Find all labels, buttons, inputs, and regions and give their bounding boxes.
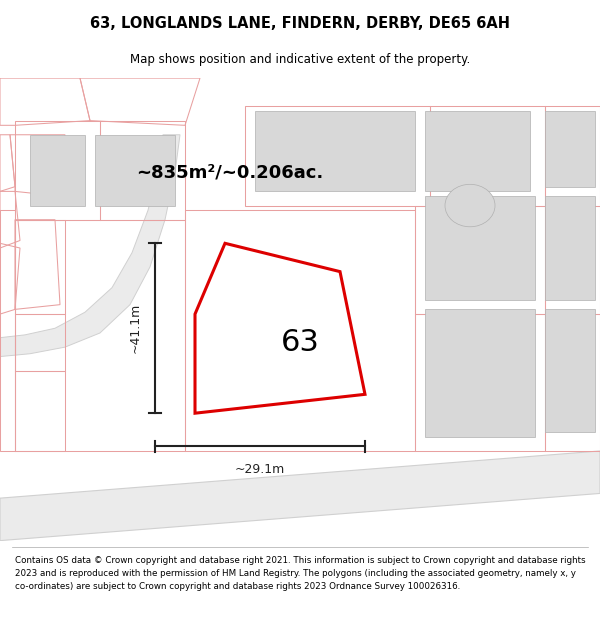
- Polygon shape: [545, 309, 595, 432]
- Polygon shape: [425, 196, 535, 300]
- Text: 63: 63: [281, 328, 319, 357]
- Text: ~835m²/~0.206ac.: ~835m²/~0.206ac.: [136, 164, 323, 181]
- Polygon shape: [0, 135, 180, 357]
- Text: Contains OS data © Crown copyright and database right 2021. This information is : Contains OS data © Crown copyright and d…: [15, 556, 586, 591]
- Text: 63, LONGLANDS LANE, FINDERN, DERBY, DE65 6AH: 63, LONGLANDS LANE, FINDERN, DERBY, DE65…: [90, 16, 510, 31]
- Text: Map shows position and indicative extent of the property.: Map shows position and indicative extent…: [130, 53, 470, 66]
- Polygon shape: [195, 243, 365, 413]
- Polygon shape: [95, 135, 175, 206]
- Text: ~29.1m: ~29.1m: [235, 463, 285, 476]
- Ellipse shape: [445, 184, 495, 227]
- Polygon shape: [545, 111, 595, 187]
- Polygon shape: [545, 196, 595, 300]
- Polygon shape: [30, 135, 85, 206]
- Polygon shape: [425, 111, 530, 191]
- Polygon shape: [210, 281, 335, 394]
- Polygon shape: [255, 111, 415, 191]
- Text: ~41.1m: ~41.1m: [128, 303, 142, 353]
- Polygon shape: [425, 309, 535, 437]
- Polygon shape: [0, 451, 600, 541]
